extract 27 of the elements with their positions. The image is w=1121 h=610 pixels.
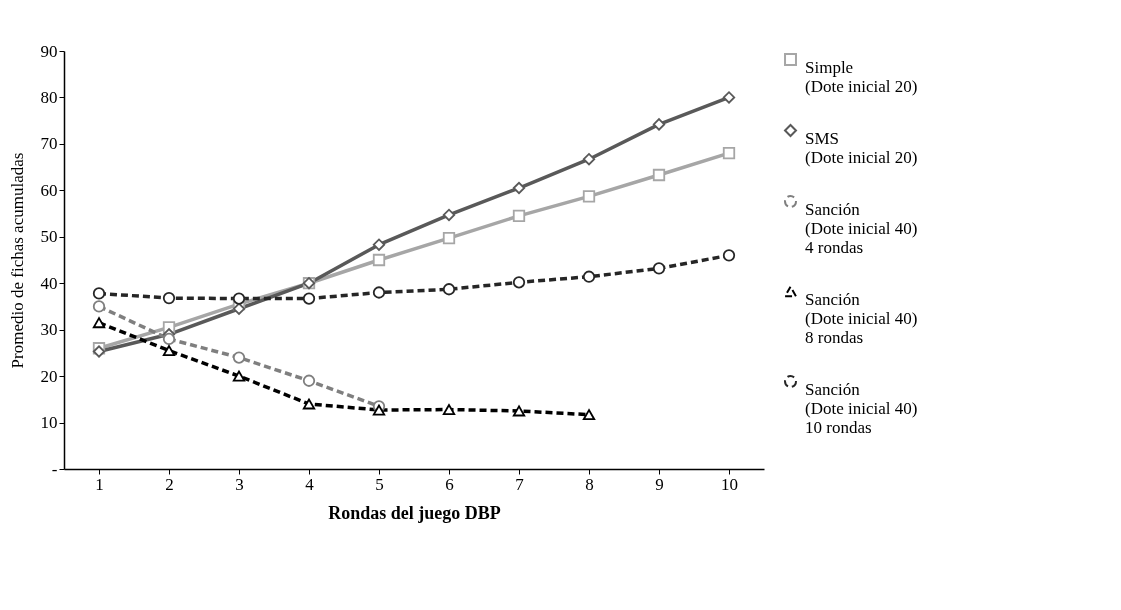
x-tick-label: 4 <box>305 474 315 494</box>
x-tick-label: 6 <box>445 474 454 494</box>
y-tick-label: 80 <box>40 87 58 107</box>
x-tick-label: 10 <box>721 474 738 494</box>
y-tick-label: 60 <box>40 180 58 200</box>
x-tick-label: 2 <box>165 474 174 494</box>
x-tick-label: 1 <box>95 474 104 494</box>
y-axis-title: Promedio de fichas acumuladas <box>7 152 27 369</box>
y-tick-label: 50 <box>40 227 58 247</box>
y-tick-label: 20 <box>40 366 58 386</box>
x-axis-title: Rondas del juego DBP <box>328 502 501 523</box>
x-tick-label: 9 <box>655 474 664 494</box>
y-tick-label: 90 <box>40 41 58 61</box>
y-tick-label: 70 <box>40 134 58 154</box>
y-tick-label: - <box>51 459 58 479</box>
legend-label: Sanción (Dote inicial 40) 4 rondas <box>805 199 918 257</box>
legend-label: SMS (Dote inicial 20) <box>805 128 918 167</box>
y-tick-label: 30 <box>40 320 58 340</box>
legend-label: Simple (Dote inicial 20) <box>805 57 918 96</box>
x-tick-label: 7 <box>515 474 525 494</box>
y-tick-label: 10 <box>40 413 58 433</box>
x-tick-label: 3 <box>235 474 244 494</box>
y-tick-label: 40 <box>40 273 58 293</box>
legend-label: Sanción (Dote inicial 40) 8 rondas <box>805 289 918 347</box>
x-tick-label: 5 <box>375 474 384 494</box>
x-tick-label: 8 <box>585 474 594 494</box>
legend-label: Sanción (Dote inicial 40) 10 rondas <box>805 379 918 437</box>
